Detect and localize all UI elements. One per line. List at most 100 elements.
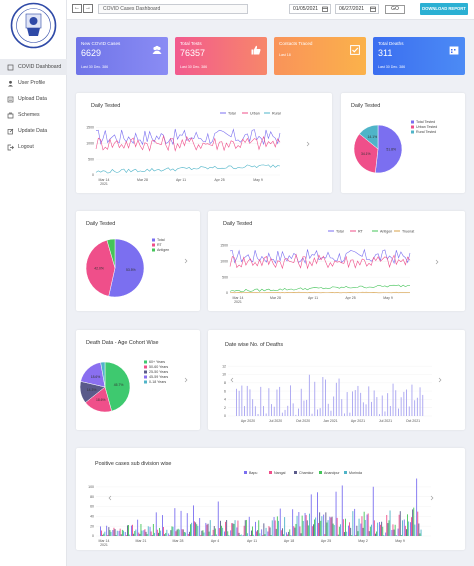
age-cohort-pie-card: Death Data - Age Cohort Wise 45.7% 18.6% 1…: [76, 330, 200, 430]
y-tick-label: 60: [90, 505, 94, 509]
bar: [140, 524, 142, 536]
bar: [362, 527, 364, 536]
bar: [189, 531, 190, 536]
bar: [121, 529, 123, 536]
bar: [182, 529, 184, 536]
bar: [112, 530, 114, 536]
legend-label: Urban: [250, 112, 260, 116]
bar: [295, 414, 297, 416]
series-line-urban: [95, 134, 281, 152]
bar: [196, 524, 198, 536]
date-from-field[interactable]: 01/05/2021: [289, 4, 331, 14]
legend-swatch: [152, 243, 155, 247]
subdivision-bar-chart[interactable]: Bapu Nangal Chamkur Anandpur Morinda 100 80 60 4…: [76, 448, 465, 550]
download-report-button[interactable]: DOWNLOAD REPORT: [420, 3, 468, 15]
bar: [379, 521, 380, 536]
bar: [124, 532, 126, 536]
sidebar-item-schemes[interactable]: Schemes: [0, 107, 67, 123]
series-line-rural: [95, 164, 281, 174]
sidebar-item-update-data[interactable]: Update Data: [0, 123, 67, 139]
bar: [240, 534, 242, 536]
bar: [371, 401, 372, 416]
pie-slice-label: 18.6%: [96, 398, 106, 402]
forward-button[interactable]: →: [83, 4, 93, 13]
bar: [222, 527, 224, 536]
bar: [364, 519, 366, 536]
bar: [381, 521, 383, 536]
legend-swatch: [294, 471, 297, 474]
bar: [156, 529, 158, 536]
legend-swatch: [144, 370, 147, 374]
bar: [319, 408, 321, 416]
bar: [132, 524, 133, 536]
bar: [163, 527, 164, 536]
bar: [108, 527, 110, 536]
bar: [376, 397, 378, 416]
daily-tested-rt-line-chart[interactable]: Total RT Antigen Truenat 1500 1000 500 0 Mar 142…: [208, 211, 465, 311]
date-to-field[interactable]: 06/27/2021: [335, 4, 379, 14]
bar: [387, 393, 389, 416]
go-button[interactable]: GO: [385, 5, 405, 14]
home-icon: [7, 64, 14, 71]
next-chevron-icon: [184, 377, 188, 383]
y-tick-label: 40: [90, 515, 94, 519]
x-tick-label: Oct 2021: [406, 419, 420, 423]
deaths-bar-chart[interactable]: 12 10 8 6 4 2 0 Apr 2020 Jul 2020 Oct 2020 Jan 202…: [208, 330, 465, 430]
top-bar: ← → COVID Cases Dashboard 01/05/2021 06/…: [67, 0, 474, 20]
y-tick-label: 1000: [220, 259, 228, 263]
bar: [384, 411, 386, 416]
bar: [416, 478, 418, 536]
bar: [233, 523, 235, 536]
calendar-icon[interactable]: [370, 6, 376, 12]
emblem-logo: [10, 2, 57, 49]
calendar-icon[interactable]: [322, 6, 328, 12]
sidebar-item-covid-dashboard[interactable]: COVID Dashboard: [0, 59, 67, 75]
bar: [402, 520, 403, 536]
bar: [394, 524, 396, 536]
x-tick-label: Apr 25: [321, 539, 331, 543]
bar: [243, 525, 245, 536]
legend-label: Total: [228, 112, 236, 116]
bar: [248, 516, 250, 536]
bar: [417, 511, 419, 536]
bar: [194, 521, 195, 536]
pie-slice: [106, 238, 116, 269]
legend-swatch: [144, 365, 147, 369]
bar: [349, 412, 351, 416]
bar: [319, 512, 321, 536]
bar: [345, 518, 346, 536]
bar: [282, 528, 283, 536]
bar: [103, 533, 105, 536]
bar: [302, 520, 304, 536]
bar: [259, 533, 261, 536]
sidebar-item-user-profile[interactable]: User Profile: [0, 75, 67, 91]
bar: [398, 408, 399, 416]
kpi-card-new-cases: New COVID Cases 6629 Last 30 Dec. 386: [76, 37, 168, 75]
bar: [102, 534, 104, 536]
bar: [247, 533, 248, 536]
bar: [183, 532, 185, 536]
bar: [284, 409, 286, 416]
bar: [400, 535, 402, 536]
card-title: Positive cases sub division wise: [95, 461, 172, 467]
legend-label: Bapu: [249, 471, 257, 475]
thumbs-up-icon: [251, 45, 261, 55]
kpi-footer: Last 30 Dec. 386: [81, 65, 109, 69]
bar: [368, 531, 370, 536]
subdivision-bar-card: Positive cases sub division wise Bapu Nan…: [76, 448, 465, 550]
bar: [383, 535, 385, 536]
bar: [323, 514, 325, 536]
bar: [342, 519, 344, 536]
legend-label: 25-50 Years: [149, 370, 168, 374]
back-button[interactable]: ←: [72, 4, 82, 13]
x-tick-label: 2021: [100, 182, 108, 186]
bar: [377, 522, 379, 536]
bar: [408, 521, 410, 536]
bar: [341, 399, 343, 416]
sidebar-item-upload-data[interactable]: Upload Data: [0, 91, 67, 107]
sidebar-item-logout[interactable]: Logout: [0, 139, 67, 155]
